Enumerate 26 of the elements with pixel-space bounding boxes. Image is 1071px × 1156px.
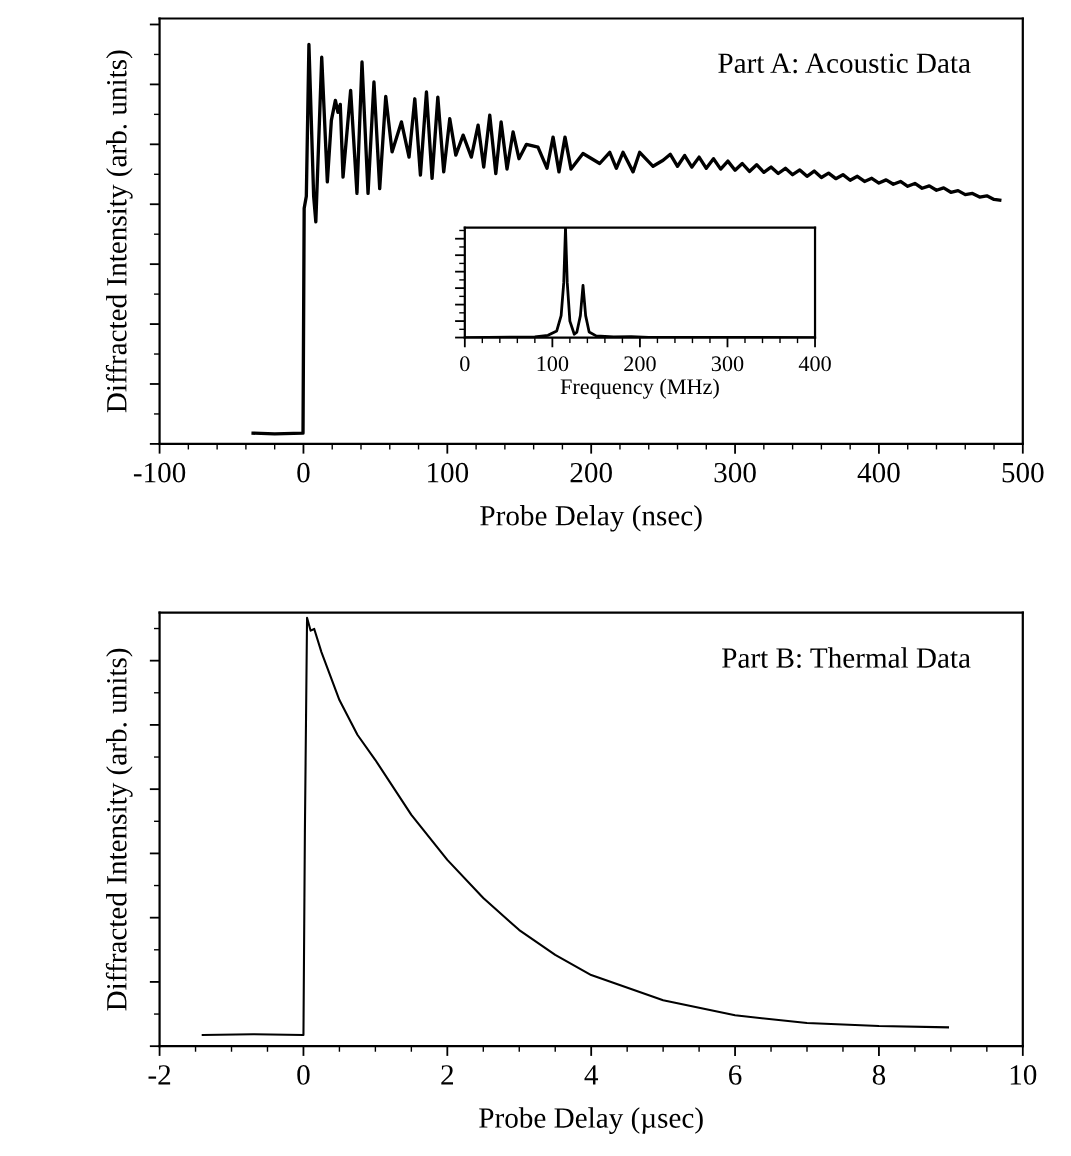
x-tick-label: 300	[711, 356, 744, 372]
x-tick-label: 500	[1002, 462, 1044, 483]
x-tick-label: -100	[133, 462, 186, 483]
x-axis-title: Probe Delay (nsec)	[480, 505, 702, 532]
x-tick-label: 4	[584, 1065, 599, 1085]
x-tick-label: -2	[148, 1065, 171, 1085]
y-axis-title: Diffracted Intensity (arb. units)	[105, 50, 133, 413]
x-tick-label: 100	[537, 356, 569, 372]
x-tick-label: 0	[297, 462, 310, 483]
x-tick-label: 400	[857, 462, 900, 483]
x-tick-label: 0	[297, 1065, 310, 1085]
x-tick-label: 10	[1010, 1065, 1037, 1085]
x-tick-label: 400	[798, 356, 831, 372]
annotation: Part A: Acoustic Data	[718, 53, 971, 74]
y-axis-title: Diffracted Intensity (arb. units)	[105, 648, 133, 1011]
x-tick-label: 300	[714, 462, 756, 483]
x-tick-label: 0	[460, 356, 470, 372]
x-axis-title: Probe Delay (µsec)	[479, 1107, 703, 1134]
x-tick-label: 200	[570, 462, 612, 483]
x-tick-label: 2	[441, 1065, 453, 1085]
x-tick-label: 8	[872, 1065, 886, 1085]
x-axis-title: Frequency (MHz)	[560, 378, 719, 399]
annotation: Part B: Thermal Data	[722, 647, 971, 669]
x-tick-label: 100	[428, 462, 469, 483]
x-tick-label: 200	[624, 356, 656, 372]
x-tick-label: 6	[729, 1065, 742, 1085]
